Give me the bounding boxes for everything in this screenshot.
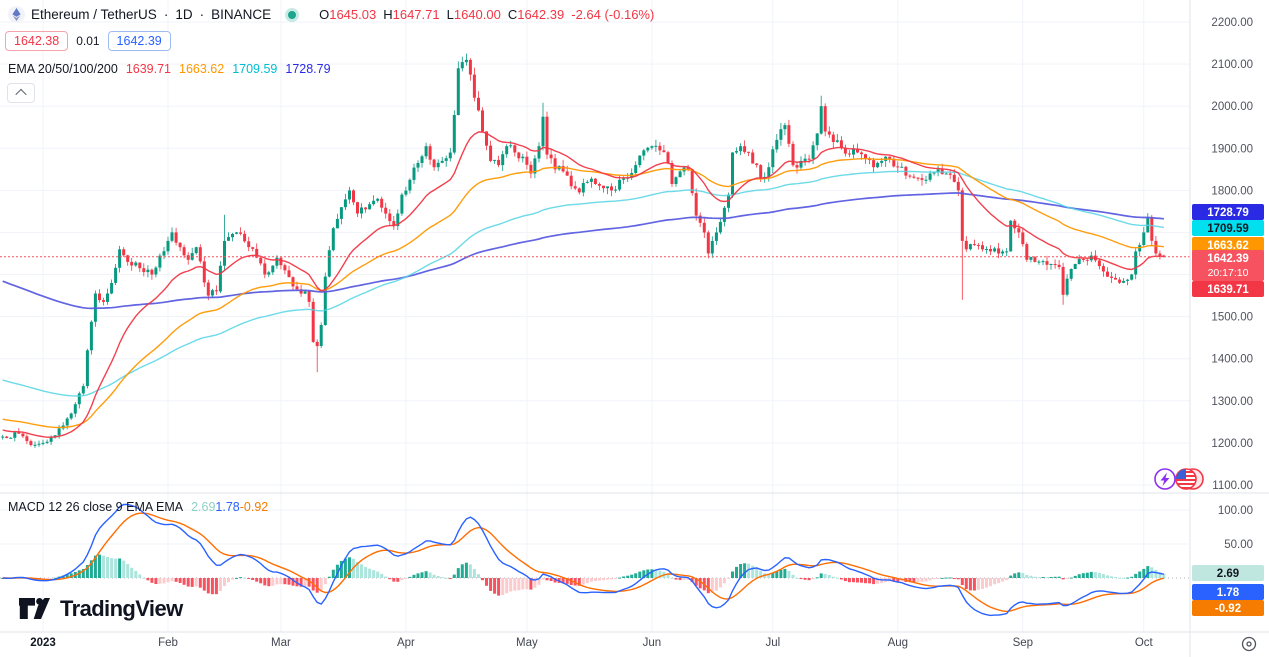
- macd-legend[interactable]: MACD 12 26 close 9 EMA EMA 2.691.78-0.92: [8, 500, 268, 514]
- symbol-name[interactable]: Ethereum / TetherUS: [31, 7, 157, 22]
- ema-50-line[interactable]: [2, 157, 1164, 429]
- svg-text:1200.00: 1200.00: [1211, 438, 1253, 450]
- svg-text:2000.00: 2000.00: [1211, 101, 1253, 113]
- svg-text:2100.00: 2100.00: [1211, 59, 1253, 71]
- svg-text:Jul: Jul: [765, 637, 780, 649]
- svg-text:-0.92: -0.92: [1215, 603, 1241, 615]
- legend-value: 2.69: [191, 500, 216, 514]
- svg-text:100.00: 100.00: [1218, 505, 1253, 517]
- collapse-pane-button[interactable]: [7, 83, 35, 103]
- ema-values: 1639.71 1663.62 1709.59 1728.79: [126, 62, 331, 76]
- svg-text:1100.00: 1100.00: [1212, 480, 1253, 492]
- ema-legend[interactable]: EMA 20/50/100/200 1639.71 1663.62 1709.59 1…: [8, 62, 331, 76]
- ema-100-line[interactable]: [2, 170, 1165, 397]
- tradingview-logo[interactable]: TradingView: [18, 596, 183, 622]
- grid-lines: [0, 0, 1190, 632]
- ohlc-values: O1645.03 H1647.71 L1640.00 C1642.39 -2.6…: [319, 7, 654, 22]
- tradingview-wordmark: TradingView: [60, 596, 183, 621]
- legend-value: 1639.71: [125, 62, 171, 76]
- separator-dot: ·: [199, 7, 205, 22]
- sell-button[interactable]: 1642.38: [5, 31, 69, 51]
- ema-200-line[interactable]: [2, 192, 1164, 310]
- ethereum-icon: [8, 6, 25, 23]
- buy-button[interactable]: 1642.39: [107, 31, 171, 51]
- chevron-up-icon: [15, 88, 27, 101]
- legend-value: 1709.59: [232, 62, 278, 76]
- price-axis[interactable]: 2200.00 2100.00 2000.00 1900.00 1800.00 1500.…: [1211, 17, 1253, 551]
- svg-text:Sep: Sep: [1013, 637, 1033, 649]
- time-axis[interactable]: 2023 Feb Mar Apr May Jun Jul Aug Sep Oct: [30, 637, 1153, 649]
- ema-20-line[interactable]: [2, 131, 1164, 438]
- separator-dot: ·: [163, 7, 169, 22]
- svg-text:2023: 2023: [30, 637, 56, 649]
- svg-text:2200.00: 2200.00: [1211, 17, 1253, 29]
- svg-text:1642.39: 1642.39: [1207, 253, 1249, 265]
- svg-text:1500.00: 1500.00: [1211, 312, 1253, 324]
- svg-text:Jun: Jun: [643, 637, 662, 649]
- market-status-icon[interactable]: [285, 7, 300, 22]
- svg-text:1400.00: 1400.00: [1211, 354, 1253, 366]
- legend-value: 1.78: [215, 500, 240, 514]
- legend-value: -0.92: [239, 500, 269, 514]
- lightning-event-badge[interactable]: [1154, 468, 1176, 490]
- interval[interactable]: 1D: [175, 7, 193, 22]
- svg-text:Aug: Aug: [888, 637, 908, 649]
- legend-value: 1663.62: [179, 62, 225, 76]
- low-label: L: [446, 7, 454, 22]
- svg-text:Feb: Feb: [158, 637, 178, 649]
- us-flag-event-badge[interactable]: [1175, 468, 1204, 490]
- open-value: 1645.03: [329, 7, 377, 22]
- price-axis-tags: 1728.79 1709.59 1663.62 1642.39 20:17:10…: [1192, 204, 1264, 616]
- close-label: C: [507, 7, 518, 22]
- bid-ask-row: 1642.38 0.01 1642.39: [5, 31, 171, 51]
- high-value: 1647.71: [392, 7, 440, 22]
- macd-label[interactable]: MACD 12 26 close 9 EMA EMA: [8, 500, 184, 514]
- low-value: 1640.00: [453, 7, 501, 22]
- candlesticks[interactable]: [1, 53, 1166, 448]
- svg-text:May: May: [516, 637, 538, 649]
- time-axis-settings-icon[interactable]: [1241, 636, 1257, 652]
- svg-text:50.00: 50.00: [1224, 539, 1253, 551]
- svg-text:2.69: 2.69: [1217, 568, 1239, 580]
- symbol-legend[interactable]: Ethereum / TetherUS · 1D · BINANCE O1645…: [8, 6, 654, 23]
- svg-text:1800.00: 1800.00: [1211, 185, 1253, 197]
- macd-values: 2.691.78-0.92: [191, 500, 268, 514]
- svg-text:1639.71: 1639.71: [1207, 284, 1249, 296]
- svg-text:20:17:10: 20:17:10: [1208, 267, 1249, 279]
- tradingview-logo-icon: [19, 597, 50, 619]
- svg-text:Apr: Apr: [397, 637, 415, 649]
- macd-line[interactable]: [2, 503, 1165, 617]
- svg-text:1709.59: 1709.59: [1207, 223, 1249, 235]
- close-value: 1642.39: [517, 7, 565, 22]
- ema-label[interactable]: EMA 20/50/100/200: [8, 62, 118, 76]
- macd-histogram[interactable]: [1, 554, 1166, 596]
- svg-text:1300.00: 1300.00: [1211, 396, 1253, 408]
- svg-text:1900.00: 1900.00: [1211, 143, 1253, 155]
- macd-signal-line[interactable]: [2, 512, 1165, 613]
- svg-text:Oct: Oct: [1135, 637, 1154, 649]
- svg-text:1.78: 1.78: [1217, 587, 1240, 599]
- svg-text:1728.79: 1728.79: [1207, 207, 1249, 219]
- change-value: -2.64 (-0.16%): [571, 7, 655, 22]
- high-label: H: [383, 7, 393, 22]
- spread-value: 0.01: [76, 34, 100, 48]
- legend-value: 1728.79: [285, 62, 331, 76]
- exchange[interactable]: BINANCE: [211, 7, 272, 22]
- svg-text:Mar: Mar: [271, 637, 291, 649]
- open-label: O: [319, 7, 330, 22]
- svg-text:1663.62: 1663.62: [1207, 240, 1249, 252]
